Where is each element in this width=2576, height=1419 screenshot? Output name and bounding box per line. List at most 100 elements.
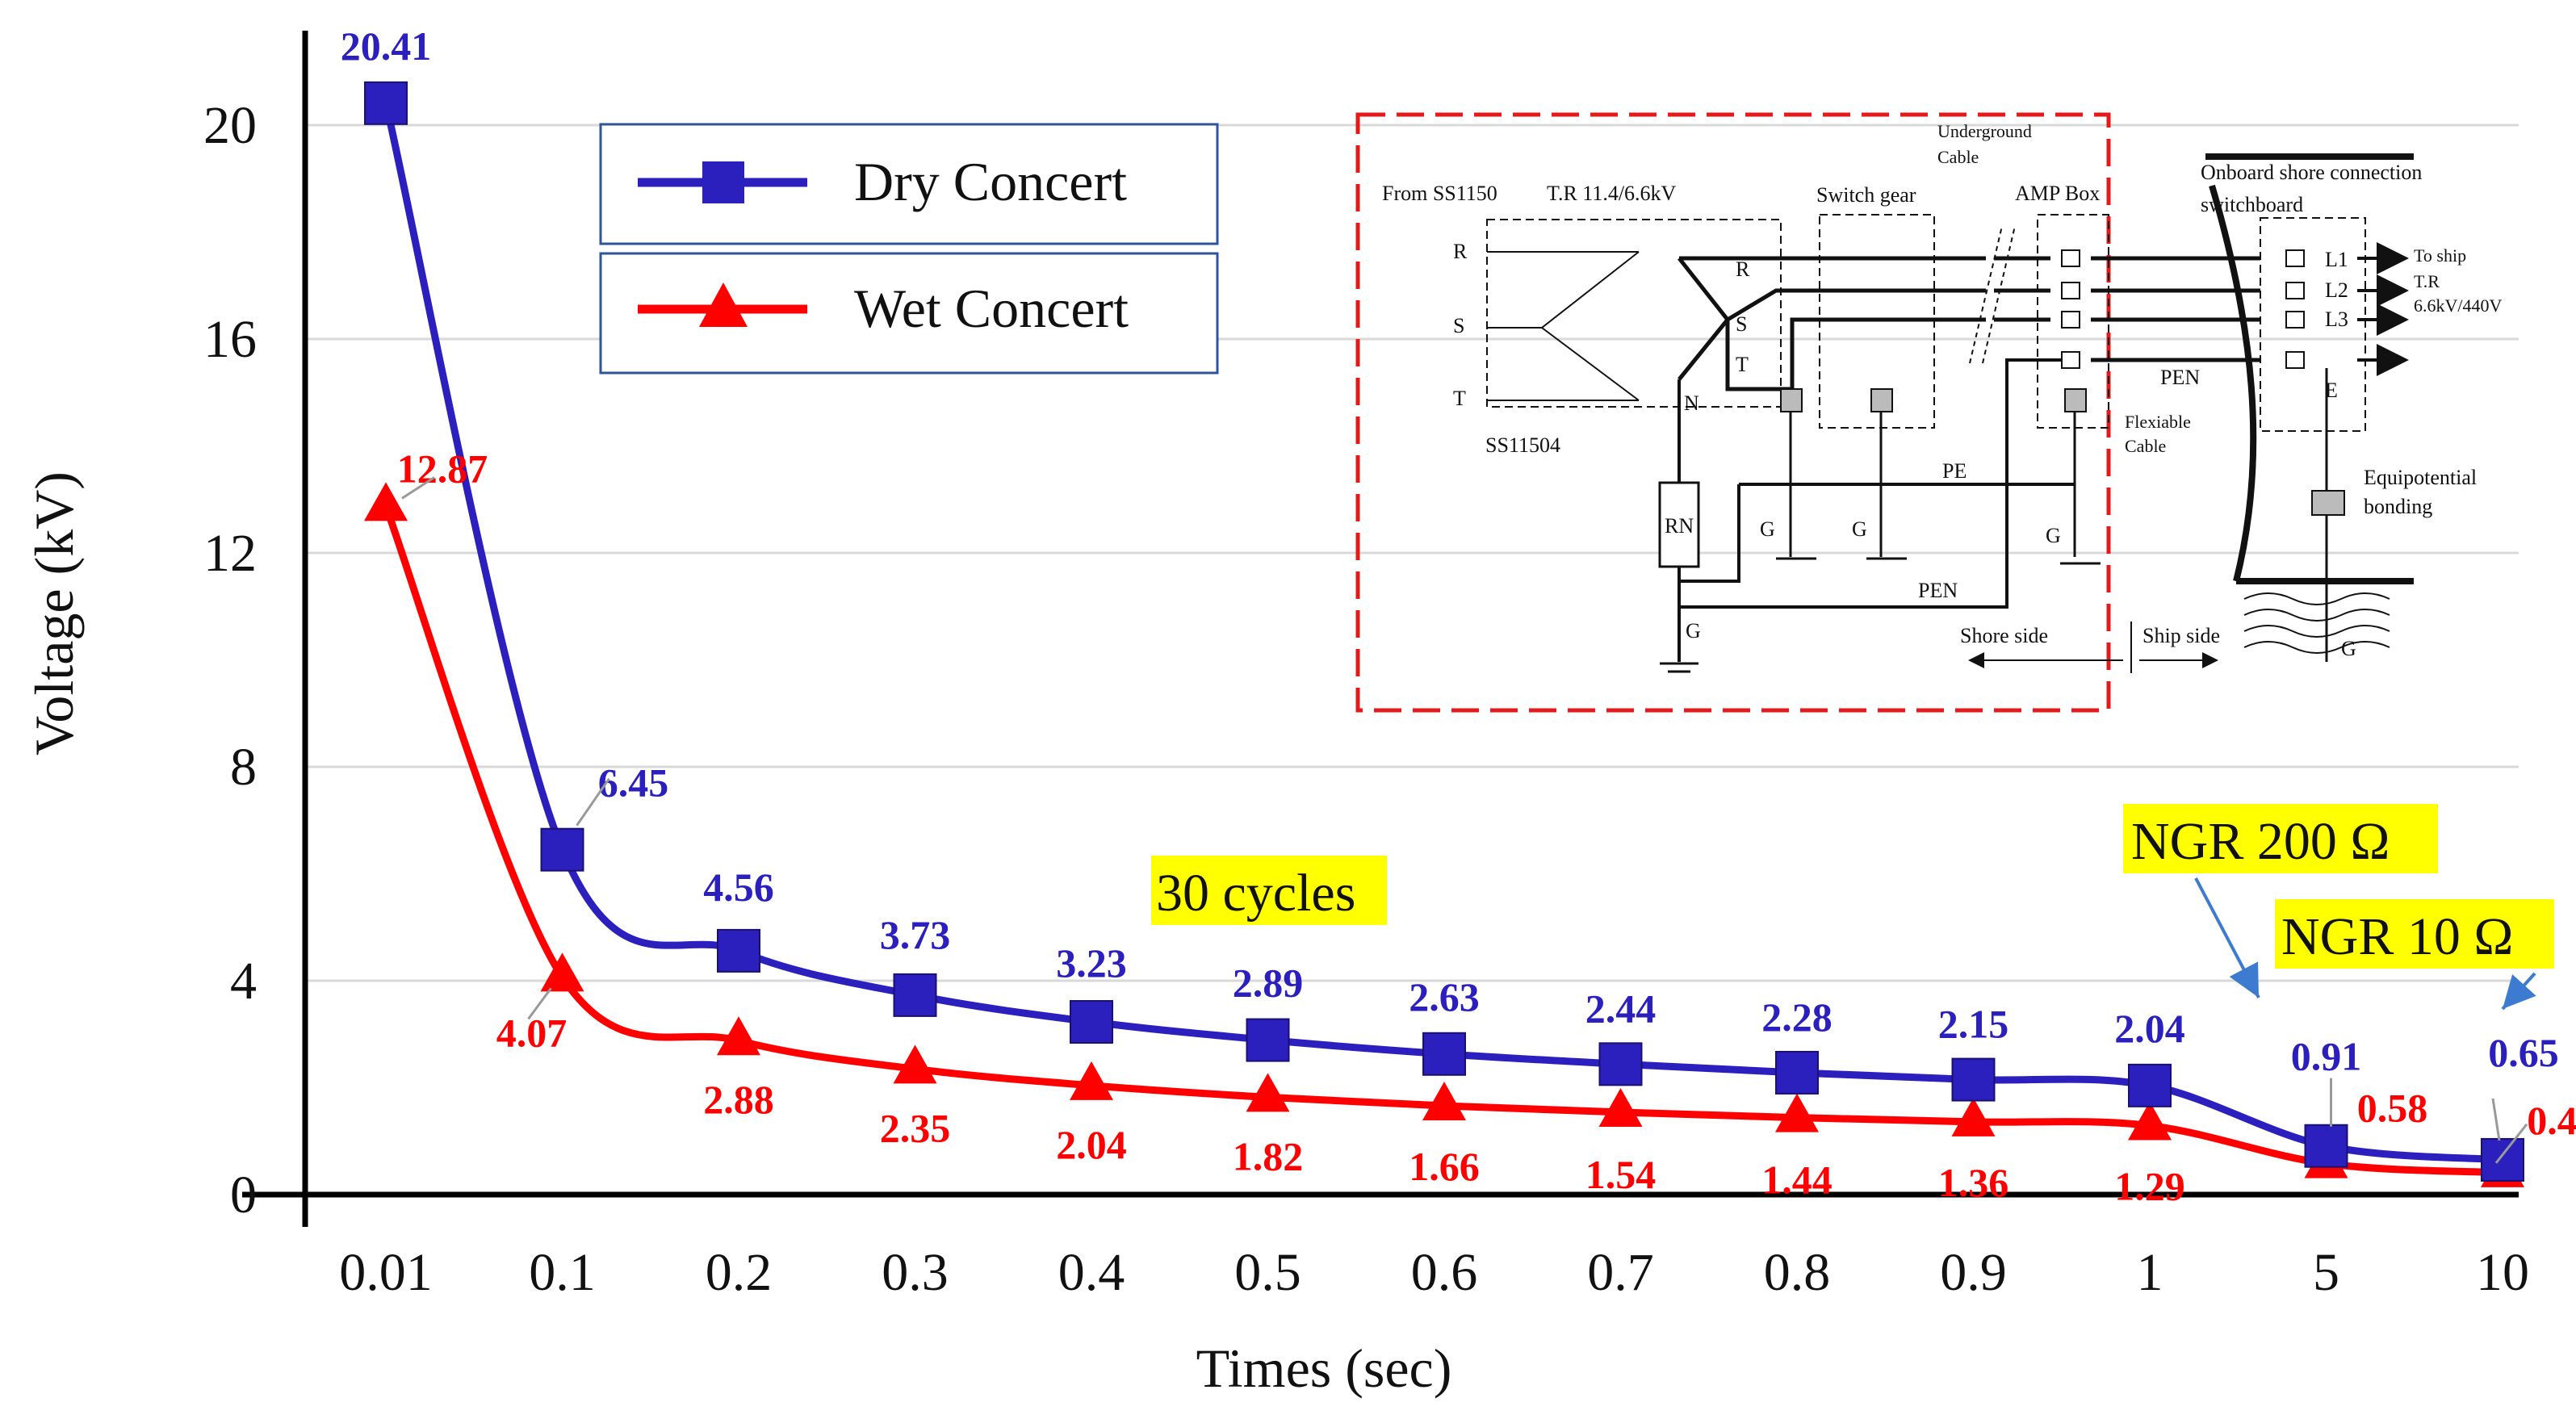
diagram-kv-label: 6.6kV/440V bbox=[2414, 295, 2503, 316]
diagram-secondary-s: S bbox=[1736, 312, 1747, 336]
annotation-ngr-10: NGR 10 Ω bbox=[2275, 899, 2554, 969]
annotation-30-cycles-text: 30 cycles bbox=[1156, 864, 1355, 923]
diagram-from-label: From SS1150 bbox=[1382, 182, 1497, 205]
x-tick-label: 0.1 bbox=[529, 1243, 596, 1302]
marker-wet bbox=[717, 1016, 760, 1056]
diagram-onboard-label: Onboard shore connection bbox=[2201, 161, 2422, 184]
diagram-pen-label-2: PEN bbox=[1918, 579, 1958, 602]
diagram-toship-label: To ship bbox=[2414, 245, 2466, 266]
marker-wet bbox=[1598, 1087, 1643, 1127]
marker-wet bbox=[364, 482, 408, 521]
y-tick-label: 20 bbox=[203, 96, 257, 155]
inset-border bbox=[1355, 112, 2111, 713]
legend: Dry Concert Wet Concert bbox=[599, 123, 1219, 375]
data-label-dry: 2.15 bbox=[1938, 1002, 2009, 1047]
diagram-g-label-3: G bbox=[1852, 517, 1867, 541]
leader-line bbox=[527, 987, 552, 1020]
marker-wet bbox=[1070, 1061, 1113, 1100]
data-label-wet: 2.88 bbox=[703, 1077, 774, 1122]
legend-label-wet: Wet Concert bbox=[854, 278, 1129, 339]
marker-dry bbox=[540, 827, 584, 872]
marker-wet bbox=[1951, 1097, 1996, 1136]
leader-line bbox=[2494, 1123, 2528, 1164]
annotation-30-cycles: 30 cycles bbox=[1151, 856, 1387, 925]
series-wet-concert bbox=[364, 482, 2524, 1187]
marker-wet bbox=[1422, 1082, 1466, 1121]
marker-wet bbox=[1775, 1093, 1819, 1132]
legend-marker-square bbox=[702, 161, 744, 203]
diagram-equipotential-label: Equipotential bbox=[2364, 466, 2477, 489]
legend-box-dry bbox=[599, 123, 1219, 245]
x-axis-title: Times (sec) bbox=[1196, 1337, 1452, 1399]
marker-wet bbox=[1246, 1073, 1290, 1112]
diagram-switchgear-label: Switch gear bbox=[1816, 183, 1916, 207]
diagram-g-label-1: G bbox=[1686, 619, 1701, 643]
data-label-wet: 1.54 bbox=[1585, 1152, 1657, 1197]
diagram-g-label-4: G bbox=[2046, 524, 2061, 547]
x-tick-label: 10 bbox=[2476, 1243, 2529, 1302]
y-tick-label: 12 bbox=[203, 524, 257, 583]
marker-dry bbox=[717, 928, 760, 973]
diagram-ampbox-label: AMP Box bbox=[2015, 182, 2100, 205]
diagram-pe-label: PE bbox=[1942, 459, 1967, 483]
resistor-rn bbox=[1658, 481, 1700, 568]
marker-wet bbox=[893, 1044, 937, 1084]
data-label-dry: 2.89 bbox=[1233, 961, 1304, 1006]
x-tick-label: 0.6 bbox=[1411, 1243, 1478, 1302]
diagram-flex-label: Flexiable bbox=[2125, 412, 2191, 432]
marker-dry bbox=[364, 81, 408, 125]
x-tick-label: 1 bbox=[2137, 1243, 2163, 1302]
annotation-ngr-200: NGR 200 Ω bbox=[2123, 804, 2438, 873]
data-label-wet: 2.04 bbox=[1056, 1122, 1127, 1167]
data-label-wet: 12.87 bbox=[397, 446, 488, 491]
data-label-wet: 1.36 bbox=[1938, 1160, 2009, 1205]
x-tick-label: 5 bbox=[2313, 1243, 2339, 1302]
data-label-wet: 0.41 bbox=[2527, 1098, 2576, 1143]
y-tick-labels: 0 4 8 12 16 20 bbox=[203, 96, 257, 1224]
arrow-ngr-200 bbox=[2194, 877, 2260, 998]
diagram-rn-label: RN bbox=[1665, 514, 1694, 538]
data-label-wet: 4.07 bbox=[496, 1010, 568, 1055]
x-tick-label: 0.8 bbox=[1764, 1243, 1831, 1302]
data-label-wet: 2.35 bbox=[880, 1105, 951, 1150]
y-tick-label: 4 bbox=[230, 952, 257, 1011]
diagram-secondary-r: R bbox=[1736, 257, 1750, 281]
marker-wet bbox=[540, 952, 584, 992]
inset-diagram: From SS1150 T.R 11.4/6.6kV Switch gear U… bbox=[1355, 112, 2503, 713]
diagram-e-label: E bbox=[2325, 379, 2338, 402]
data-label-dry: 6.45 bbox=[598, 760, 669, 806]
marker-dry bbox=[2128, 1063, 2172, 1107]
annotation-ngr-10-text: NGR 10 Ω bbox=[2281, 907, 2513, 966]
diagram-t-label: T bbox=[1453, 387, 1466, 410]
data-label-dry: 3.73 bbox=[880, 912, 951, 957]
y-tick-label: 8 bbox=[230, 738, 257, 797]
leader-line bbox=[2491, 1098, 2501, 1141]
diagram-g-label-2: G bbox=[1760, 517, 1775, 541]
axes bbox=[242, 31, 2519, 1227]
data-label-dry: 2.28 bbox=[1761, 994, 1833, 1040]
marker-dry bbox=[2481, 1137, 2524, 1182]
diagram-pen-label-1: PEN bbox=[2160, 366, 2200, 389]
diagram-l1-label: L1 bbox=[2325, 248, 2348, 271]
y-tick-label: 16 bbox=[203, 310, 257, 369]
diagram-r-label: R bbox=[1453, 240, 1468, 263]
marker-dry bbox=[893, 973, 937, 1017]
data-label-dry: 20.41 bbox=[341, 23, 432, 69]
x-tick-label: 0.01 bbox=[339, 1243, 433, 1302]
data-labels-dry: 20.41 6.45 4.56 3.73 3.23 2.89 2.63 2.44 2.28 2.1… bbox=[341, 23, 2559, 1079]
marker-dry bbox=[2304, 1124, 2348, 1168]
x-tick-label: 0.7 bbox=[1587, 1243, 1654, 1302]
diagram-underground-label: Underground bbox=[1937, 121, 2032, 141]
diagram-transformer-label: T.R 11.4/6.6kV bbox=[1547, 182, 1677, 205]
diagram-cable-label: Cable bbox=[1937, 147, 1979, 167]
marker-dry bbox=[1246, 1018, 1290, 1062]
diagram-g-label-ship: G bbox=[2341, 637, 2356, 660]
diagram-ss-label: SS11504 bbox=[1485, 433, 1560, 457]
x-tick-label: 0.4 bbox=[1058, 1243, 1125, 1302]
y-axis-title: Voltage (kV) bbox=[23, 471, 85, 756]
leader-lines bbox=[401, 476, 2528, 1164]
diagram-bonding-label: bonding bbox=[2364, 495, 2432, 518]
x-tick-label: 0.9 bbox=[1940, 1243, 2007, 1302]
data-label-wet: 1.44 bbox=[1761, 1157, 1833, 1203]
